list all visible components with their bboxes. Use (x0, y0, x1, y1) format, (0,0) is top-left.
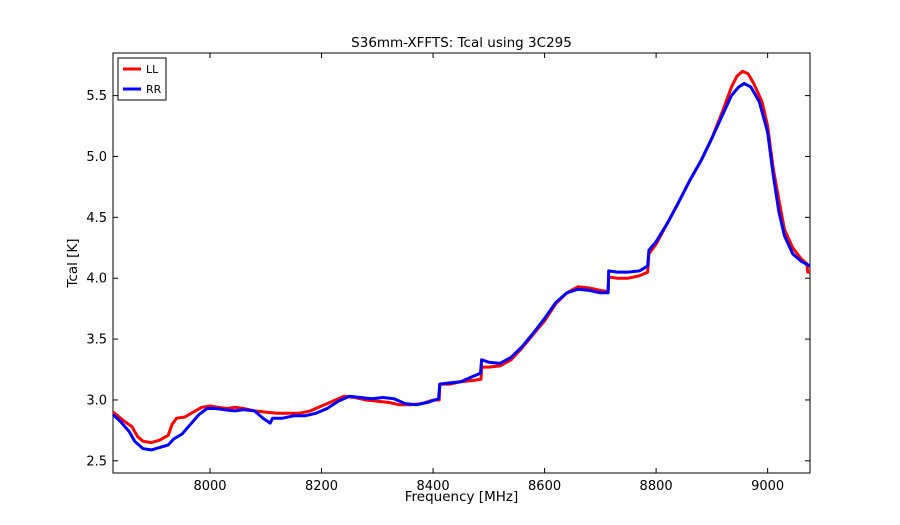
x-tick-label: 8200 (305, 479, 338, 494)
y-tick-label: 4.5 (86, 211, 107, 226)
series-line-rr (111, 81, 811, 452)
x-tick-label: 8400 (417, 479, 450, 494)
x-tick-label: 8000 (193, 479, 226, 494)
legend: LL RR (117, 57, 167, 101)
x-tick-label: 9000 (751, 479, 784, 494)
y-tick-label: 3.0 (86, 393, 107, 408)
y-tick-label: 2.5 (86, 454, 107, 469)
legend-label-rr: RR (146, 83, 162, 96)
x-tick-label: 8800 (640, 479, 673, 494)
legend-box (117, 57, 167, 101)
plot-area: 8000 8200 8400 8600 8800 9000 2.5 3.0 3.5 4.0 4.5 5… (86, 52, 811, 494)
y-tick-label: 4.0 (86, 272, 107, 287)
y-tick-label: 3.5 (86, 333, 107, 348)
legend-label-ll: LL (146, 63, 159, 76)
y-axis-label: Tcal [K] (65, 238, 81, 288)
y-tick-label: 5.0 (86, 150, 107, 165)
y-tick-label: 5.5 (86, 89, 107, 104)
x-axis-label: Frequency [MHz] (405, 489, 518, 505)
tick-layer: 8000 8200 8400 8600 8800 9000 2.5 3.0 3.5 4.0 4.5 5… (86, 53, 810, 494)
plot-frame (112, 52, 811, 474)
chart-title: S36mm-XFFTS: Tcal using 3C295 (351, 35, 572, 51)
series-layer (111, 69, 811, 452)
x-tick-label: 8600 (528, 479, 561, 494)
